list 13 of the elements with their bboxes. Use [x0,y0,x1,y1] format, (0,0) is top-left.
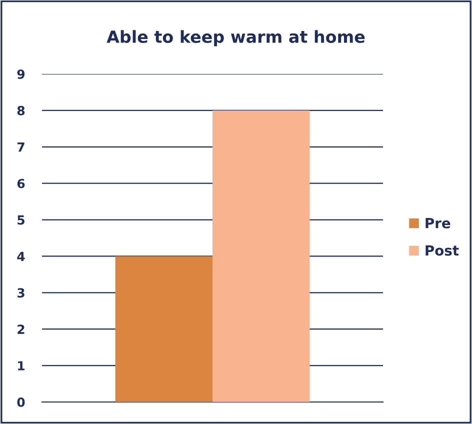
chart-title: Able to keep warm at home [106,30,365,46]
y-tick-label: 6 [17,178,25,188]
y-tick-label: 0 [17,397,25,407]
y-tick-label: 9 [17,69,25,79]
y-tick-label: 7 [17,142,24,152]
y-tick-label: 1 [18,361,24,370]
y-tick-label: 3 [17,288,24,298]
legend-label: Pre [426,218,450,228]
legend-label: Post [426,245,459,256]
y-tick-label: 8 [17,106,25,116]
y-tick-label: 5 [18,215,24,225]
y-tick-label: 4 [17,252,25,261]
y-tick-label: 2 [18,324,24,334]
